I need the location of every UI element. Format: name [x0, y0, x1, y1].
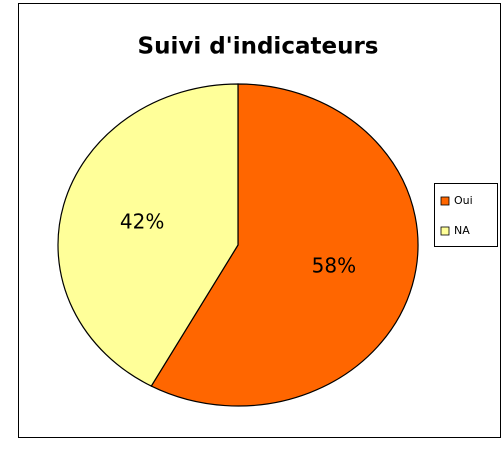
chart-title: Suivi d'indicateurs: [138, 34, 379, 60]
legend-swatch: [440, 226, 450, 236]
pie-slice: [57, 83, 239, 387]
legend-label: NA: [454, 224, 470, 237]
pie-slice: [150, 83, 419, 407]
data-label: 42%: [120, 209, 164, 233]
legend-swatch: [440, 196, 450, 206]
legend-box: [434, 183, 498, 247]
legend-label: Oui: [454, 194, 473, 207]
data-label: 58%: [312, 254, 356, 278]
